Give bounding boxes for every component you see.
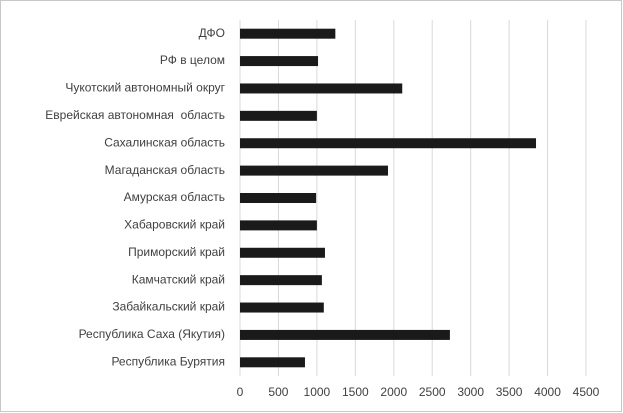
bar bbox=[240, 165, 389, 176]
x-tick-label: 3500 bbox=[496, 385, 523, 399]
bar bbox=[240, 28, 336, 39]
bar bbox=[240, 275, 322, 286]
bar bbox=[240, 220, 317, 231]
y-tick-label: Хабаровский край bbox=[124, 218, 225, 232]
x-tick-label: 4500 bbox=[573, 385, 600, 399]
bar bbox=[240, 302, 324, 313]
y-tick-label: Республика Бурятия bbox=[111, 354, 225, 368]
bar bbox=[240, 83, 403, 94]
y-tick-label: Чукотский автономный округ bbox=[65, 81, 225, 95]
x-tick-label: 2500 bbox=[419, 385, 446, 399]
y-tick-label: Амурская область bbox=[124, 190, 225, 204]
y-tick-label: Магаданская область bbox=[105, 163, 225, 177]
y-tick-label: ДФО bbox=[199, 26, 225, 40]
x-tick-label: 2000 bbox=[380, 385, 407, 399]
x-tick-label: 1500 bbox=[342, 385, 369, 399]
x-tick-label: 0 bbox=[237, 385, 244, 399]
bar bbox=[240, 56, 319, 67]
x-tick-label: 1000 bbox=[304, 385, 331, 399]
y-tick-label: Республика Саха (Якутия) bbox=[79, 327, 225, 341]
x-tick-label: 500 bbox=[268, 385, 288, 399]
y-tick-label: Забайкальский край bbox=[112, 300, 225, 314]
y-tick-label: Сахалинская область bbox=[104, 135, 225, 149]
bar bbox=[240, 247, 325, 258]
y-tick-label: Камчатский край bbox=[132, 272, 225, 286]
bar bbox=[240, 329, 450, 340]
y-tick-label: Приморский край bbox=[128, 245, 225, 259]
x-tick-label: 3000 bbox=[457, 385, 484, 399]
bar bbox=[240, 193, 317, 203]
y-tick-label: Еврейская автономная область bbox=[45, 108, 225, 122]
y-tick-label: РФ в целом bbox=[160, 53, 225, 67]
x-tick-label: 4000 bbox=[534, 385, 561, 399]
bar bbox=[240, 357, 305, 368]
bar bbox=[240, 138, 537, 149]
bar bbox=[240, 110, 317, 121]
